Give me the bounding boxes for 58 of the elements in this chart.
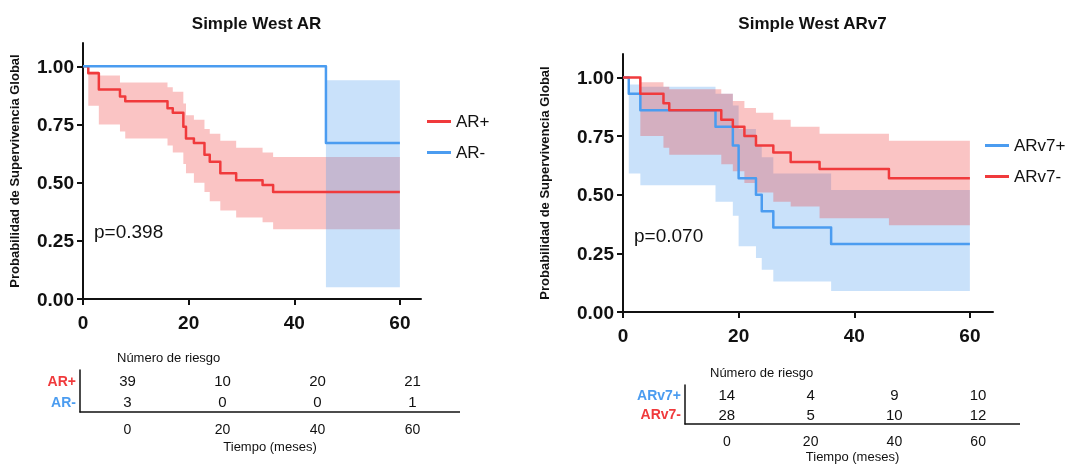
- chart-title: Simple West ARv7: [738, 14, 887, 33]
- legend-label: ARv7-: [1014, 167, 1062, 186]
- data-label: 20: [309, 372, 326, 389]
- data-label: 0: [218, 393, 227, 410]
- annotation: p=0.070: [634, 225, 704, 246]
- data-label: 4: [806, 386, 815, 404]
- x-tick-label: 20: [178, 312, 200, 333]
- data-label: 0: [313, 393, 322, 410]
- x-tick-label: 60: [959, 325, 981, 346]
- x-tick-label: 0: [77, 312, 89, 333]
- data-label: 10: [214, 372, 231, 389]
- data-label: 14: [718, 386, 736, 404]
- data-label: 10: [886, 405, 903, 423]
- data-label: 12: [969, 405, 987, 423]
- x-tick-label: 0: [722, 433, 731, 449]
- annotation: p=0.398: [94, 221, 164, 242]
- y-tick-label: 0.50: [37, 172, 74, 194]
- x-tick-label: 60: [389, 312, 411, 333]
- y-tick-label: 0.00: [577, 301, 614, 323]
- y-tick-label: 0.75: [577, 125, 615, 147]
- x-tick-label: 40: [283, 312, 305, 333]
- y-axis-title: Probabilidad de Supervivencia Global: [537, 66, 552, 300]
- y-tick-label: 1.00: [577, 66, 614, 88]
- x-axis-title: Tiempo (meses): [223, 439, 317, 454]
- x-tick-label: 40: [309, 421, 326, 437]
- chart-title: Simple West AR: [191, 14, 322, 33]
- chart-title: Número de riesgo: [710, 365, 814, 380]
- data-label: 21: [404, 372, 421, 389]
- x-axis-title: Tiempo (meses): [805, 449, 900, 464]
- data-label: 28: [718, 405, 736, 423]
- legend-label: AR+: [456, 112, 490, 131]
- x-tick-label: 0: [123, 421, 132, 437]
- data-label: 10: [969, 386, 987, 404]
- y-axis-title: Probabilidad de Supervivencia Global: [7, 54, 22, 288]
- x-tick-label: 20: [728, 325, 750, 346]
- y-tick-label: 0.00: [37, 288, 74, 310]
- y-tick-label: 0.75: [37, 113, 75, 135]
- chart-title: Número de riesgo: [117, 350, 221, 365]
- x-tick-label: 40: [886, 433, 903, 449]
- y-tick-label: AR+: [47, 372, 76, 389]
- x-tick-label: 40: [843, 325, 865, 346]
- data-label: 1: [408, 393, 417, 410]
- data-label: 39: [119, 372, 136, 389]
- x-tick-label: 20: [802, 433, 819, 449]
- data-label: 9: [890, 386, 899, 404]
- x-tick-label: 0: [617, 325, 629, 346]
- data-label: 5: [806, 405, 815, 423]
- y-tick-label: 0.25: [577, 242, 615, 264]
- x-tick-label: 20: [214, 421, 231, 437]
- y-tick-label: AR-: [51, 393, 77, 410]
- legend-label: AR-: [456, 143, 486, 162]
- x-tick-label: 60: [404, 421, 421, 437]
- y-tick-label: 0.50: [577, 184, 614, 206]
- y-tick-label: 0.25: [37, 230, 75, 252]
- x-tick-label: 60: [970, 433, 987, 449]
- legend-label: ARv7+: [1014, 136, 1066, 155]
- data-label: 3: [123, 393, 132, 410]
- y-tick-label: 1.00: [37, 55, 74, 77]
